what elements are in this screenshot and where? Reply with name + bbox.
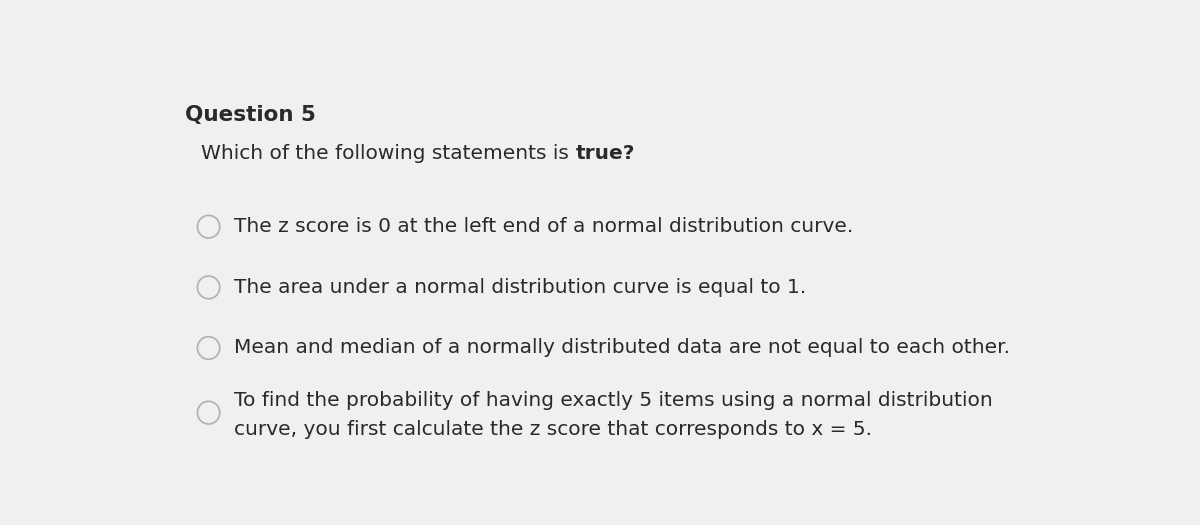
Ellipse shape: [198, 276, 220, 299]
Text: Question 5: Question 5: [185, 106, 317, 125]
Text: Which of the following statements is: Which of the following statements is: [202, 144, 576, 163]
Text: curve, you first calculate the z score that corresponds to x = 5.: curve, you first calculate the z score t…: [234, 420, 871, 439]
Ellipse shape: [198, 401, 220, 424]
Text: true?: true?: [576, 144, 635, 163]
Text: Mean and median of a normally distributed data are not equal to each other.: Mean and median of a normally distribute…: [234, 339, 1009, 358]
Text: To find the probability of having exactly 5 items using a normal distribution: To find the probability of having exactl…: [234, 391, 992, 410]
Ellipse shape: [198, 337, 220, 359]
Ellipse shape: [198, 215, 220, 238]
Text: The area under a normal distribution curve is equal to 1.: The area under a normal distribution cur…: [234, 278, 806, 297]
Text: The z score is 0 at the left end of a normal distribution curve.: The z score is 0 at the left end of a no…: [234, 217, 853, 236]
